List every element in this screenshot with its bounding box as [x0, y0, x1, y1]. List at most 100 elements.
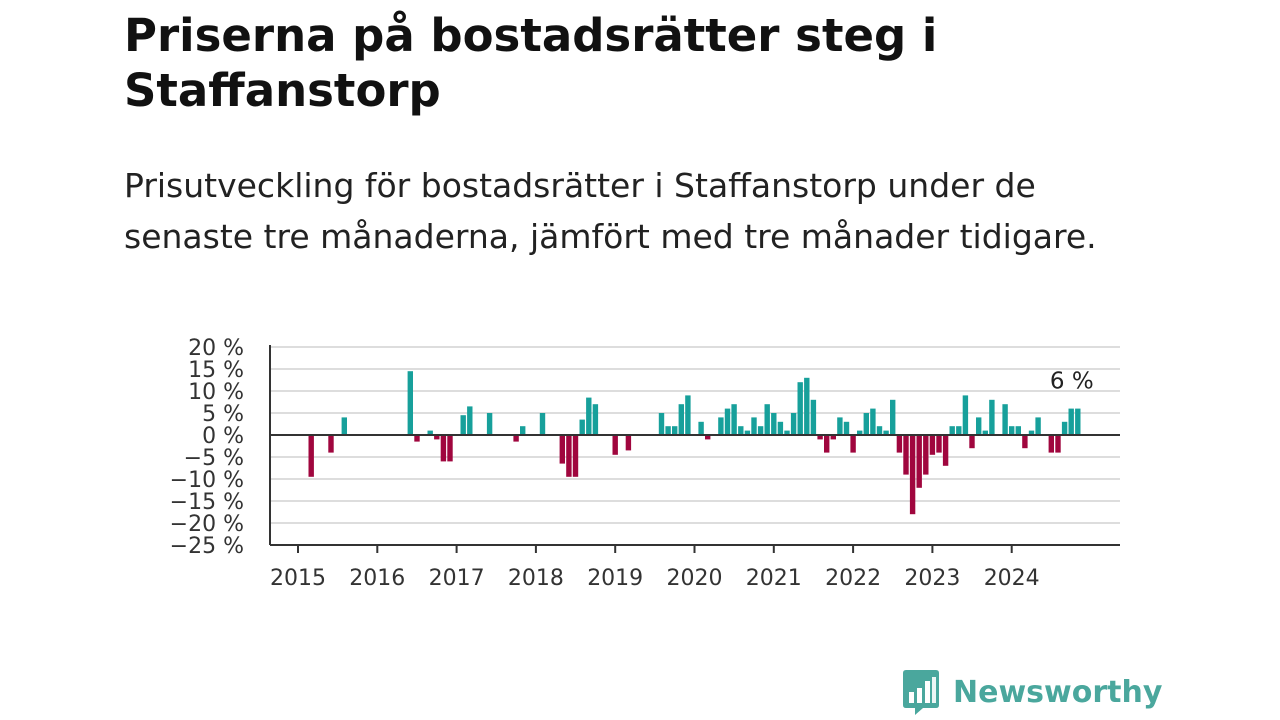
bar: [777, 421, 784, 435]
bar: [830, 435, 836, 440]
bar: [1022, 435, 1028, 449]
bar: [579, 419, 585, 435]
bar: [896, 435, 903, 453]
bar: [414, 435, 420, 442]
bar: [705, 435, 711, 440]
bar: [427, 430, 433, 435]
bar: [797, 382, 803, 435]
bar: [308, 435, 314, 477]
bar: [1055, 435, 1061, 453]
bar: [764, 404, 770, 435]
bar: [559, 435, 565, 464]
bar: [731, 404, 737, 435]
bar: [1068, 408, 1074, 435]
bar: [672, 426, 678, 435]
x-tick-label: 2023: [904, 566, 960, 591]
bar: [520, 426, 526, 435]
bar: [440, 435, 447, 462]
bar: [890, 399, 896, 435]
bar-chart: 20 %15 %10 %5 %0 %−5 %−10 %−15 %−20 %−25…: [170, 336, 1120, 591]
bar: [976, 417, 982, 435]
bar: [612, 435, 618, 455]
bar: [790, 413, 797, 435]
bar: [863, 413, 869, 435]
bar: [757, 426, 764, 435]
brand-name: Newsworthy: [953, 674, 1163, 710]
bar: [942, 435, 949, 466]
bar: [824, 435, 830, 453]
bar: [724, 408, 731, 435]
bar: [857, 430, 863, 435]
bar: [916, 435, 922, 488]
bar: [843, 421, 850, 435]
bar: [1002, 404, 1008, 435]
axes: [269, 345, 1120, 546]
x-tick-label: 2021: [746, 566, 802, 591]
bar: [698, 421, 704, 435]
bar: [744, 430, 751, 435]
y-tick-label: 15 %: [188, 358, 244, 383]
y-tick-label: −5 %: [184, 446, 244, 471]
bar: [949, 426, 955, 435]
y-tick-label: −25 %: [170, 534, 244, 559]
bar: [903, 435, 909, 475]
bar: [1035, 417, 1041, 435]
bar: [665, 426, 671, 435]
y-tick-label: −20 %: [170, 512, 244, 537]
bar: [341, 417, 347, 435]
x-tick-label: 2018: [508, 566, 564, 591]
bar: [909, 435, 916, 515]
bar: [566, 435, 572, 477]
bar: [572, 435, 579, 477]
bar: [870, 408, 876, 435]
y-tick-label: 20 %: [188, 336, 244, 361]
chart-subtitle: Prisutveckling för bostadsrätter i Staff…: [124, 166, 1097, 256]
bar: [876, 426, 883, 435]
gridlines: [270, 346, 1120, 546]
bar: [1075, 408, 1081, 435]
bar: [810, 399, 817, 435]
bar: [804, 377, 810, 435]
bar: [434, 435, 440, 440]
y-tick-label: 5 %: [202, 402, 244, 427]
bar: [982, 430, 988, 435]
x-tick-label: 2015: [270, 566, 326, 591]
x-tick-label: 2017: [429, 566, 485, 591]
brand-logo: Newsworthy: [901, 668, 1162, 716]
bar-chart-speech-bubble-icon: [903, 670, 939, 715]
bar: [513, 435, 519, 442]
bar: [817, 435, 823, 440]
bar: [1015, 426, 1021, 435]
bar: [929, 435, 936, 455]
bar: [969, 435, 975, 449]
y-tick-label: −15 %: [170, 490, 244, 515]
bar: [850, 435, 856, 453]
bar: [738, 426, 744, 435]
bar: [718, 417, 724, 435]
bar: [685, 395, 691, 435]
bar: [447, 435, 453, 462]
x-axis-tick-labels: 2015 2016 2017 2018 2019 2020 2021 2022 2023 2024: [270, 545, 1040, 591]
bar: [936, 435, 942, 453]
y-tick-label: 0 %: [202, 424, 244, 449]
bar: [956, 426, 962, 435]
chart-title: Priserna på bostadsrätter steg i Staffan…: [124, 9, 938, 117]
bar: [1009, 426, 1015, 435]
bar: [989, 399, 995, 435]
bar: [586, 397, 592, 435]
bar: [751, 417, 757, 435]
last-value-label: 6 %: [1050, 369, 1094, 395]
x-tick-label: 2020: [667, 566, 723, 591]
bar: [784, 430, 790, 435]
bar: [658, 413, 665, 435]
bar: [625, 435, 632, 451]
y-tick-label: −10 %: [170, 468, 244, 493]
y-axis-tick-labels: 20 %15 %10 %5 %0 %−5 %−10 %−15 %−20 %−25…: [170, 336, 244, 559]
y-tick-label: 10 %: [188, 380, 244, 405]
bar: [460, 415, 466, 435]
bar: [592, 404, 599, 435]
bar: [1028, 430, 1035, 435]
bar: [407, 371, 413, 435]
bar: [486, 413, 493, 435]
bar: [539, 413, 546, 435]
